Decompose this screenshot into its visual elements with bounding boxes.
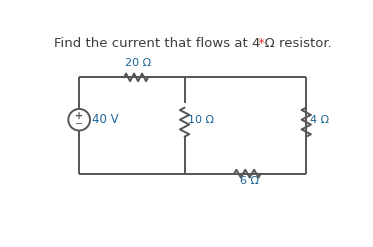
Text: *: * [254, 37, 265, 50]
Text: 6 Ω: 6 Ω [240, 176, 259, 186]
Text: +: + [75, 111, 83, 121]
Text: −: − [75, 119, 83, 129]
Text: 10 Ω: 10 Ω [188, 115, 214, 125]
Text: 4 Ω: 4 Ω [310, 115, 329, 125]
Text: 40 V: 40 V [93, 113, 119, 126]
Text: 20 Ω: 20 Ω [125, 58, 151, 68]
Text: Find the current that flows at 4 Ω resistor.: Find the current that flows at 4 Ω resis… [54, 37, 332, 50]
